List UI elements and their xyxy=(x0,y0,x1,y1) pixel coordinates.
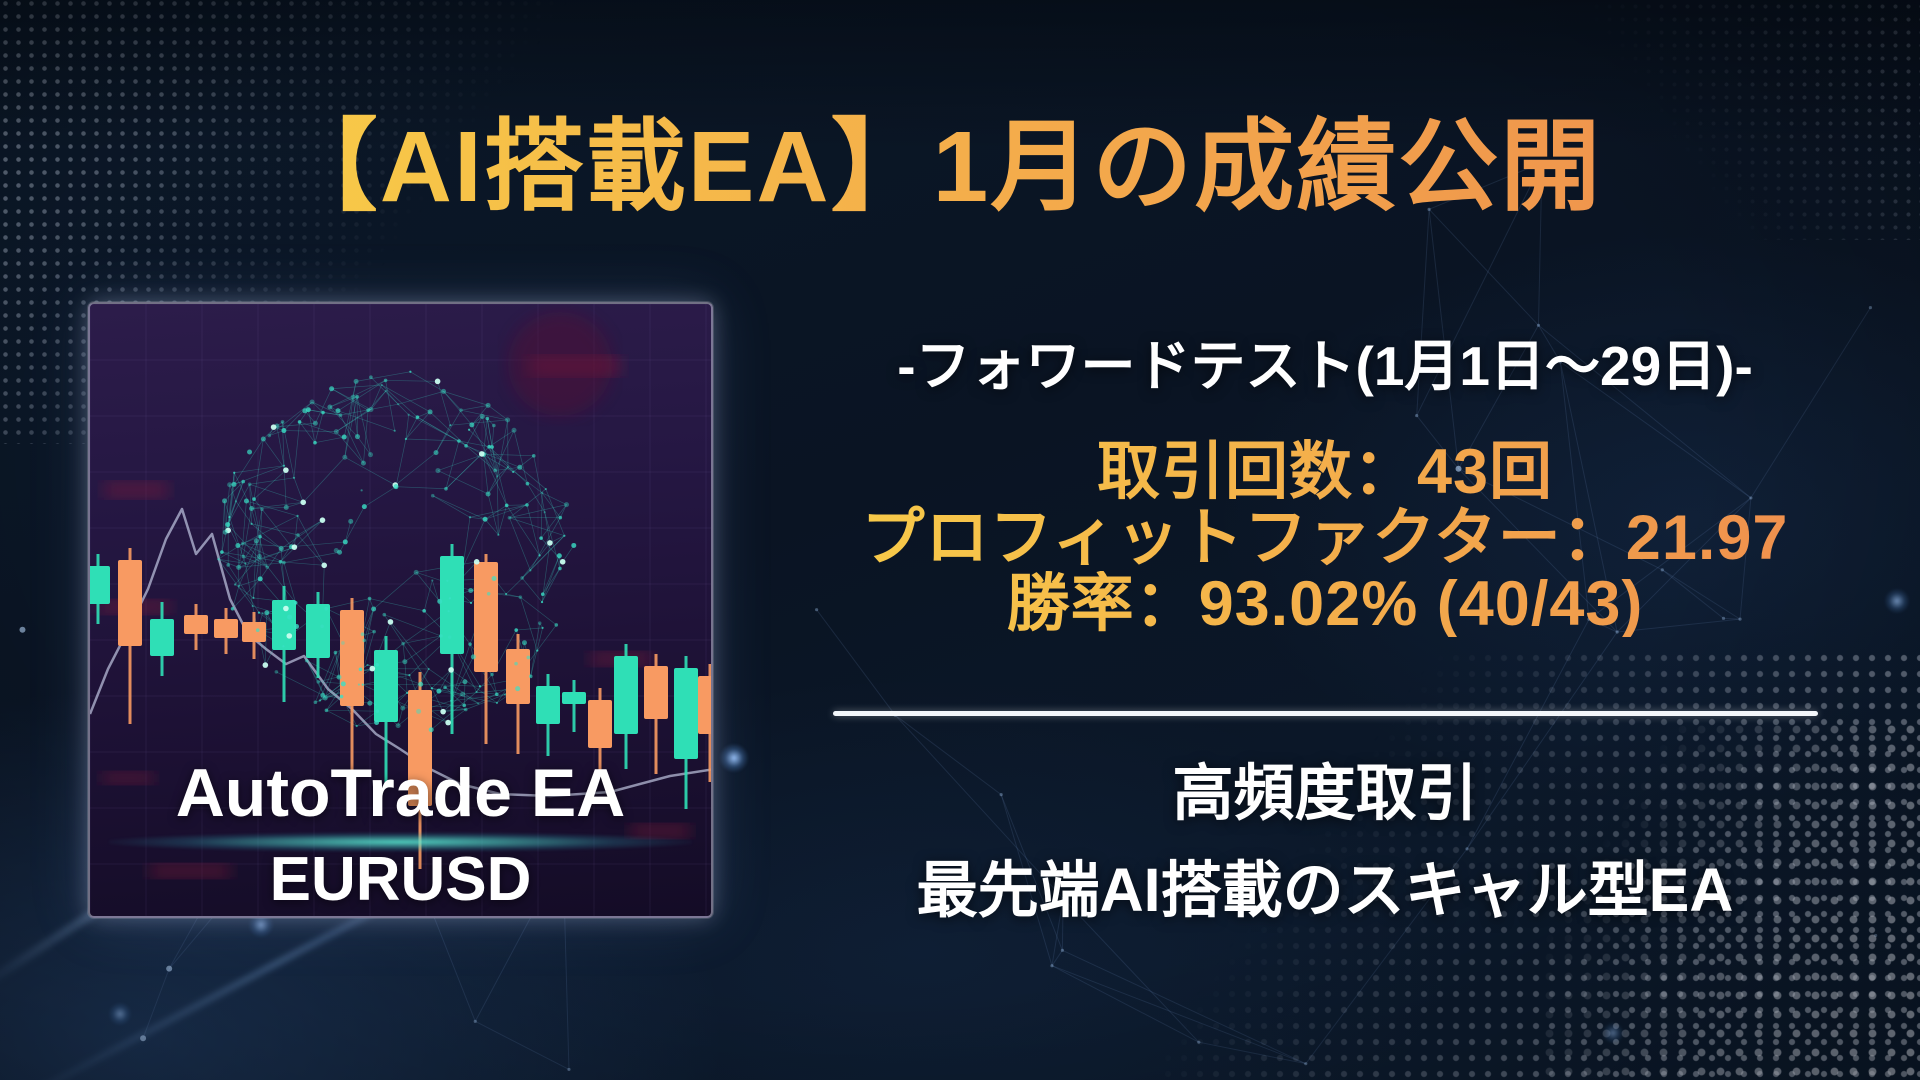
stat-profit-factor: プロフィットファクター：21.97 xyxy=(730,504,1920,570)
feature-high-frequency: 高頻度取引 xyxy=(1172,758,1478,827)
divider-line xyxy=(832,710,1818,716)
stat-trade-count: 取引回数：43回 xyxy=(730,438,1920,504)
banner-title: 【AI搭載EA】1月の成績公開 xyxy=(0,112,1920,222)
ea-product-card: AutoTrade EA EURUSD xyxy=(88,302,713,918)
ea-name: AutoTrade EA xyxy=(175,755,626,831)
feature-ai-scalping: 最先端AI搭載のスキャル型EA xyxy=(916,856,1734,925)
stat-win-rate: 勝率：93.02% (40/43) xyxy=(730,571,1920,637)
results-panel: -フォワードテスト(1月1日〜29日)- 取引回数：43回 プロフィットファクタ… xyxy=(730,336,1920,924)
forward-test-subtitle: -フォワードテスト(1月1日〜29日)- xyxy=(897,335,1753,397)
ea-currency-pair: EURUSD xyxy=(269,845,532,914)
ea-card-artwork xyxy=(90,304,711,916)
stats-lines: 取引回数：43回 プロフィットファクター：21.97 勝率：93.02% (40… xyxy=(730,438,1920,637)
